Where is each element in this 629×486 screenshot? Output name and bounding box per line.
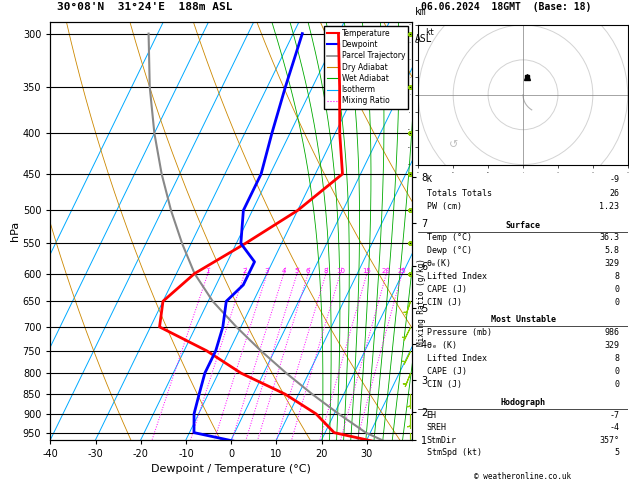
Text: 986: 986 [604,329,620,337]
X-axis label: Dewpoint / Temperature (°C): Dewpoint / Temperature (°C) [151,465,311,474]
Text: θₑ (K): θₑ (K) [426,341,457,350]
Text: 357°: 357° [599,436,620,445]
Y-axis label: hPa: hPa [10,221,20,241]
Text: 8: 8 [615,272,620,281]
Text: 0: 0 [615,367,620,376]
Text: 30°08'N  31°24'E  188m ASL: 30°08'N 31°24'E 188m ASL [57,2,232,12]
Text: 2: 2 [242,268,247,274]
Legend: Temperature, Dewpoint, Parcel Trajectory, Dry Adiabat, Wet Adiabat, Isotherm, Mi: Temperature, Dewpoint, Parcel Trajectory… [324,26,408,108]
Text: 6: 6 [306,268,310,274]
Text: CAPE (J): CAPE (J) [426,367,467,376]
Text: StmSpd (kt): StmSpd (kt) [426,449,482,457]
Text: 5: 5 [295,268,299,274]
Text: 1: 1 [206,268,210,274]
Text: 36.3: 36.3 [599,233,620,243]
Text: 5.8: 5.8 [604,246,620,255]
Text: 0: 0 [615,298,620,307]
Text: Lifted Index: Lifted Index [426,272,487,281]
Text: θₑ(K): θₑ(K) [426,259,452,268]
Text: Surface: Surface [506,221,540,229]
Text: 15: 15 [362,268,371,274]
Text: 329: 329 [604,341,620,350]
Text: Hodograph: Hodograph [501,398,545,407]
Text: -9: -9 [610,175,620,184]
Text: SREH: SREH [426,423,447,432]
Text: Dewp (°C): Dewp (°C) [426,246,472,255]
Text: 0: 0 [615,380,620,389]
Text: CAPE (J): CAPE (J) [426,285,467,294]
Text: kt: kt [425,28,435,37]
Text: 8: 8 [324,268,328,274]
Text: 25: 25 [398,268,406,274]
Text: 10: 10 [336,268,345,274]
Text: EH: EH [426,411,437,419]
Text: 1.23: 1.23 [599,203,620,211]
Text: Pressure (mb): Pressure (mb) [426,329,492,337]
Text: StmDir: StmDir [426,436,457,445]
Text: 26: 26 [610,189,620,198]
Text: PW (cm): PW (cm) [426,203,462,211]
Text: 06.06.2024  18GMT  (Base: 18): 06.06.2024 18GMT (Base: 18) [421,2,592,12]
Text: Lifted Index: Lifted Index [426,354,487,364]
Text: 4: 4 [282,268,286,274]
Text: Mixing Ratio (g/kg): Mixing Ratio (g/kg) [418,258,426,346]
Text: 8: 8 [615,354,620,364]
Text: $\circlearrowleft$: $\circlearrowleft$ [446,139,459,149]
Text: Most Unstable: Most Unstable [491,315,555,325]
Text: 3: 3 [265,268,269,274]
Text: 20: 20 [382,268,391,274]
Text: CIN (J): CIN (J) [426,380,462,389]
Text: 329: 329 [604,259,620,268]
Text: ASL: ASL [415,34,433,44]
Text: Temp (°C): Temp (°C) [426,233,472,243]
Text: 5: 5 [615,449,620,457]
Text: Totals Totals: Totals Totals [426,189,492,198]
Text: K: K [426,175,431,184]
Text: -7: -7 [610,411,620,419]
Text: © weatheronline.co.uk: © weatheronline.co.uk [474,472,572,481]
Text: 0: 0 [615,285,620,294]
Text: -4: -4 [610,423,620,432]
Text: CIN (J): CIN (J) [426,298,462,307]
Text: km: km [415,7,427,17]
